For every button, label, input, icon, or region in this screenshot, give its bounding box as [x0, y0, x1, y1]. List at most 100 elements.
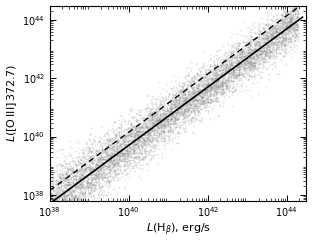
- Point: [188, 97, 193, 101]
- Point: [158, 132, 163, 136]
- Point: [200, 74, 205, 78]
- Point: [290, 6, 295, 10]
- Point: [128, 131, 133, 135]
- Point: [141, 138, 146, 142]
- Point: [172, 98, 177, 102]
- Point: [209, 100, 214, 103]
- Point: [161, 105, 166, 109]
- Point: [141, 156, 146, 160]
- Point: [74, 189, 79, 193]
- Point: [223, 80, 228, 84]
- Point: [153, 111, 158, 115]
- Point: [157, 130, 162, 133]
- Point: [240, 72, 245, 76]
- Point: [74, 179, 79, 183]
- Point: [288, 15, 293, 19]
- Point: [251, 64, 256, 68]
- Point: [198, 78, 203, 81]
- Point: [173, 112, 178, 116]
- Point: [202, 78, 207, 82]
- Point: [134, 129, 139, 133]
- Point: [240, 51, 245, 55]
- Point: [113, 147, 118, 151]
- Point: [92, 164, 97, 168]
- Point: [71, 170, 76, 174]
- Point: [227, 67, 232, 71]
- Point: [71, 185, 76, 189]
- Point: [137, 130, 142, 134]
- Point: [72, 182, 77, 186]
- Point: [186, 70, 191, 74]
- Point: [88, 156, 93, 160]
- Point: [232, 69, 237, 73]
- Point: [127, 138, 132, 142]
- Point: [246, 63, 251, 67]
- Point: [188, 66, 193, 70]
- Y-axis label: $L([\mathrm{O\,III}]\,372.7)$: $L([\mathrm{O\,III}]\,372.7)$: [6, 64, 19, 142]
- Point: [170, 108, 175, 112]
- Point: [197, 89, 202, 92]
- Point: [141, 143, 146, 147]
- Point: [94, 165, 99, 169]
- Point: [135, 125, 140, 129]
- Point: [239, 56, 244, 60]
- Point: [103, 147, 108, 151]
- Point: [118, 150, 123, 154]
- Point: [206, 100, 211, 104]
- Point: [54, 155, 59, 159]
- Point: [93, 134, 98, 138]
- Point: [126, 143, 131, 147]
- Point: [71, 167, 76, 171]
- Point: [54, 169, 59, 173]
- Point: [295, 19, 300, 23]
- Point: [115, 144, 120, 148]
- Point: [201, 91, 206, 95]
- Point: [137, 154, 142, 158]
- Point: [257, 51, 262, 55]
- Point: [240, 47, 245, 51]
- Point: [161, 115, 166, 119]
- Point: [127, 146, 132, 150]
- Point: [294, 11, 299, 15]
- Point: [110, 162, 115, 166]
- Point: [173, 118, 178, 122]
- Point: [266, 47, 271, 51]
- Point: [148, 125, 153, 129]
- Point: [120, 142, 125, 146]
- Point: [153, 122, 158, 126]
- Point: [61, 176, 66, 180]
- Point: [168, 109, 173, 113]
- Point: [86, 167, 91, 171]
- Point: [212, 99, 217, 103]
- Point: [255, 25, 260, 29]
- Point: [116, 142, 121, 146]
- Point: [100, 184, 105, 188]
- Point: [223, 64, 228, 68]
- Point: [290, 15, 295, 19]
- Point: [80, 198, 85, 202]
- Point: [79, 194, 84, 198]
- Point: [280, 22, 285, 26]
- Point: [288, 25, 293, 29]
- Point: [100, 175, 105, 179]
- Point: [261, 32, 266, 36]
- Point: [156, 105, 161, 109]
- Point: [269, 35, 274, 39]
- Point: [184, 86, 189, 90]
- Point: [112, 133, 117, 137]
- Point: [74, 149, 79, 153]
- Point: [203, 82, 208, 86]
- Point: [108, 146, 113, 150]
- Point: [222, 61, 227, 65]
- Point: [214, 68, 219, 72]
- Point: [133, 131, 138, 135]
- Point: [139, 133, 144, 137]
- Point: [55, 185, 60, 189]
- Point: [60, 163, 65, 167]
- Point: [220, 84, 225, 88]
- Point: [157, 118, 162, 122]
- Point: [223, 81, 228, 85]
- Point: [245, 57, 250, 61]
- Point: [259, 16, 264, 20]
- Point: [232, 89, 237, 93]
